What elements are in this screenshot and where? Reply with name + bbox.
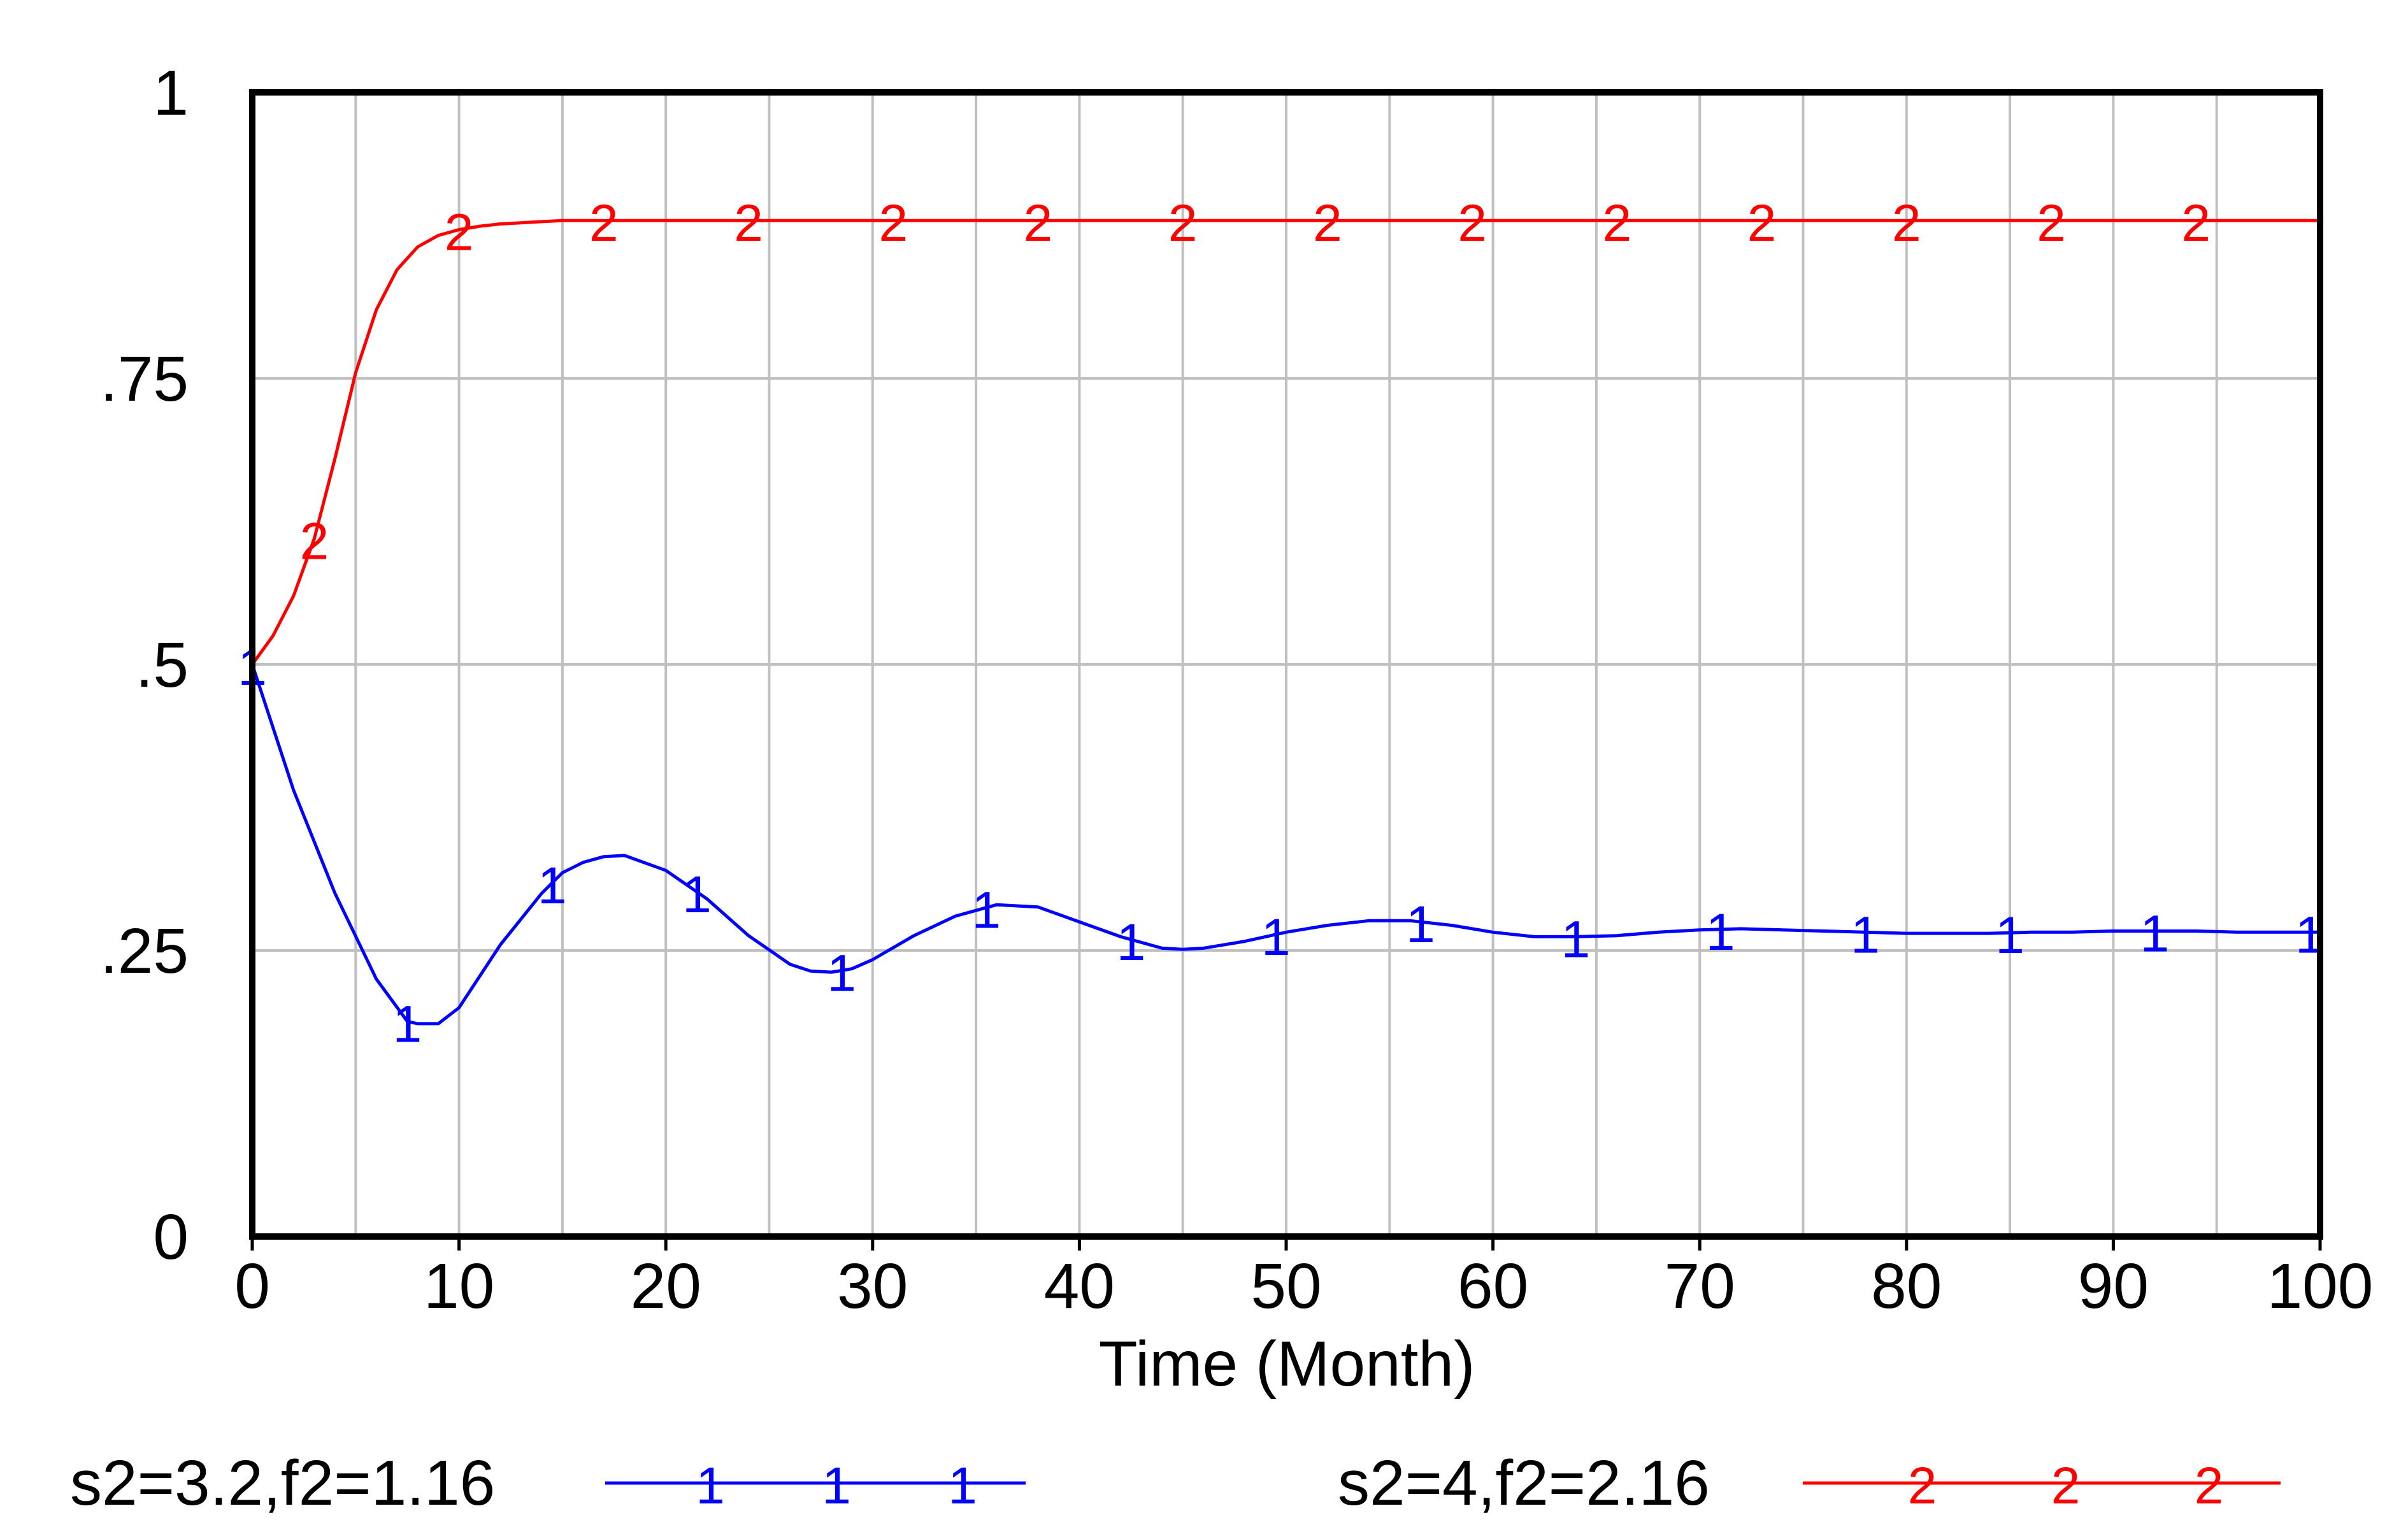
series-marker-2: 2 <box>1313 194 1342 252</box>
x-tick-label: 60 <box>1458 1251 1528 1322</box>
series-marker-1: 1 <box>1706 903 1735 961</box>
series-line-1 <box>250 664 2320 1026</box>
x-tick-label: 10 <box>424 1251 494 1322</box>
series-marker-2: 2 <box>1168 194 1198 252</box>
x-tick-label: 100 <box>2267 1251 2374 1322</box>
series-marker-1: 1 <box>972 882 1001 940</box>
series-marker-1: 1 <box>1561 910 1591 968</box>
legend-label-1: s2=3.2,f2=1.16 <box>70 1447 495 1517</box>
series-marker-2: 2 <box>1458 194 1487 252</box>
series-marker-2: 2 <box>1024 194 1053 252</box>
legend-marker-1: 1 <box>948 1457 977 1515</box>
series-marker-1: 1 <box>538 857 567 915</box>
series-line-2 <box>250 219 2320 666</box>
x-axis-label: Time (Month) <box>1099 1328 1475 1400</box>
series-marker-2: 2 <box>589 194 619 252</box>
series-marker-1: 1 <box>1995 907 2025 964</box>
x-tick-label: 20 <box>631 1251 701 1322</box>
series-marker-1: 1 <box>1117 914 1146 972</box>
series-marker-1: 1 <box>827 944 856 1002</box>
y-tick-label: .75 <box>100 343 189 415</box>
series-marker-2: 2 <box>300 512 329 570</box>
legend-marker-2: 2 <box>1908 1457 1937 1515</box>
series-marker-1: 1 <box>393 995 422 1053</box>
y-axis-ticks: 0 .25 .5 .75 1 <box>100 57 189 1273</box>
series-lines <box>250 219 2320 1026</box>
legend: s2=3.2,f2=1.16 1 1 1 s2=4,f2=2.16 2 2 2 <box>70 1447 2281 1519</box>
x-tick-label: 80 <box>1871 1251 1942 1322</box>
x-tick-label: 30 <box>837 1251 908 1322</box>
legend-marker-2: 2 <box>2195 1457 2224 1515</box>
series-marker-1: 1 <box>1406 896 1435 954</box>
series-marker-2: 2 <box>2181 194 2211 252</box>
x-axis-ticks: 0 10 20 30 40 50 60 70 80 90 100 <box>234 1237 2373 1322</box>
series-marker-1: 1 <box>682 866 712 924</box>
series-marker-2: 2 <box>734 194 763 252</box>
legend-label-2: s2=4,f2=2.16 <box>1338 1447 1710 1517</box>
x-tick-label: 40 <box>1044 1251 1115 1322</box>
y-tick-label: 1 <box>153 57 189 129</box>
x-tick-label: 0 <box>234 1251 270 1322</box>
series-marker-2: 2 <box>1603 194 1632 252</box>
series-marker-2: 2 <box>1892 194 1921 252</box>
x-tick-label: 90 <box>2078 1251 2149 1322</box>
x-tick-label: 50 <box>1251 1251 1321 1322</box>
y-tick-label: .5 <box>136 629 189 701</box>
series-marker-2: 2 <box>445 204 474 262</box>
y-tick-label: 0 <box>153 1201 189 1273</box>
grid-lines <box>252 92 2320 1237</box>
series-marker-2: 2 <box>2037 194 2066 252</box>
x-tick-label: 70 <box>1665 1251 1735 1322</box>
series-marker-1: 1 <box>1261 908 1291 966</box>
legend-marker-1: 1 <box>822 1457 851 1515</box>
legend-marker-1: 1 <box>696 1457 725 1515</box>
series-marker-1: 1 <box>2140 905 2170 963</box>
y-tick-label: .25 <box>100 915 189 987</box>
series-marker-2: 2 <box>1747 194 1777 252</box>
legend-marker-2: 2 <box>2051 1457 2081 1515</box>
series-marker-1: 1 <box>1851 906 1880 964</box>
series-marker-2: 2 <box>878 194 908 252</box>
